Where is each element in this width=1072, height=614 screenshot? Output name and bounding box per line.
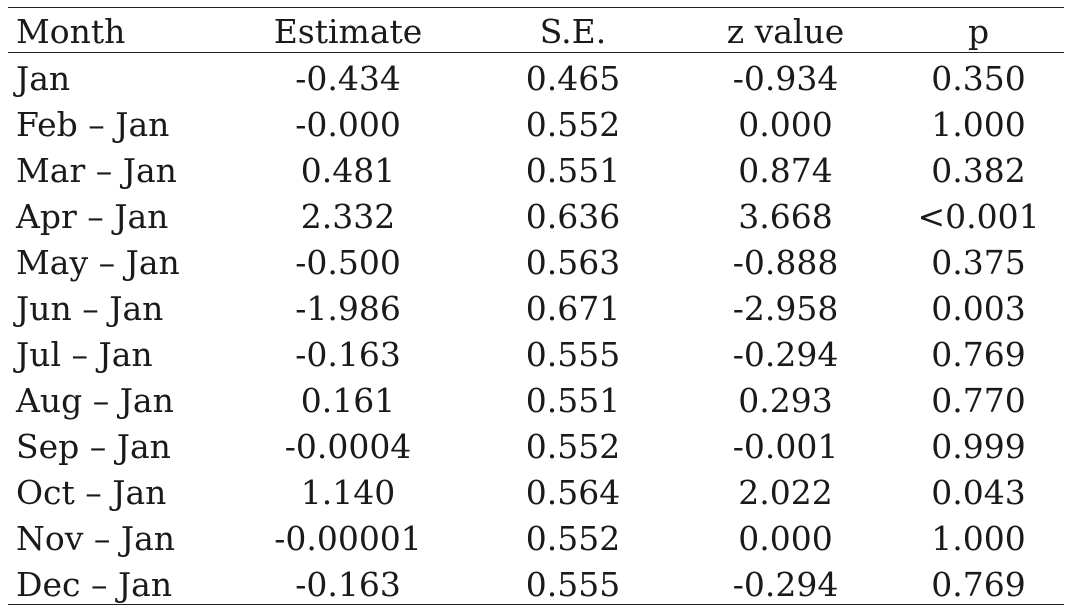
cell-estimate: -0.163 xyxy=(295,335,401,374)
table-top-rule xyxy=(8,7,1064,8)
cell-month: Dec – Jan xyxy=(16,565,173,604)
cell-se: 0.563 xyxy=(525,243,621,282)
cell-se: 0.465 xyxy=(525,59,621,98)
cell-p: 0.769 xyxy=(931,565,1026,604)
cell-z-value: 0.000 xyxy=(738,105,833,144)
header-z-value: z value xyxy=(726,12,845,51)
cell-month: May – Jan xyxy=(16,243,180,282)
cell-z-value: 0.874 xyxy=(738,151,833,190)
cell-z-value: -0.294 xyxy=(732,335,839,374)
cell-se: 0.552 xyxy=(525,427,621,466)
cell-z-value: -2.958 xyxy=(732,289,839,328)
table-row: Oct – Jan 1.140 0.564 2.022 0.043 xyxy=(8,470,1064,516)
cell-se: 0.564 xyxy=(525,473,621,512)
table-row: Sep – Jan -0.0004 0.552 -0.001 0.999 xyxy=(8,424,1064,470)
table-body: Jan -0.434 0.465 -0.934 0.350 Feb – Jan -0.000… xyxy=(8,56,1064,608)
cell-z-value: -0.934 xyxy=(732,59,839,98)
header-month: Month xyxy=(16,12,126,51)
cell-month: Jun – Jan xyxy=(16,289,164,328)
cell-se: 0.636 xyxy=(525,197,621,236)
cell-estimate: -1.986 xyxy=(295,289,401,328)
cell-estimate: 2.332 xyxy=(300,197,396,236)
table-row: Jul – Jan -0.163 0.555 -0.294 0.769 xyxy=(8,332,1064,378)
table-row: Apr – Jan 2.332 0.636 3.668 <0.001 xyxy=(8,194,1064,240)
cell-z-value: -0.888 xyxy=(732,243,839,282)
cell-z-value: -0.294 xyxy=(732,565,839,604)
table-row: May – Jan -0.500 0.563 -0.888 0.375 xyxy=(8,240,1064,286)
cell-se: 0.671 xyxy=(525,289,621,328)
cell-month: Apr – Jan xyxy=(16,197,169,236)
cell-month: Jan xyxy=(16,59,71,98)
cell-estimate: -0.434 xyxy=(295,59,401,98)
cell-p: <0.001 xyxy=(917,197,1040,236)
cell-p: 0.043 xyxy=(931,473,1026,512)
cell-estimate: 0.161 xyxy=(300,381,396,420)
cell-month: Sep – Jan xyxy=(16,427,171,466)
cell-p: 1.000 xyxy=(931,105,1026,144)
table-row: Aug – Jan 0.161 0.551 0.293 0.770 xyxy=(8,378,1064,424)
cell-month: Aug – Jan xyxy=(16,381,174,420)
table-row: Jan -0.434 0.465 -0.934 0.350 xyxy=(8,56,1064,102)
cell-z-value: 0.293 xyxy=(738,381,833,420)
cell-se: 0.552 xyxy=(525,519,621,558)
cell-se: 0.551 xyxy=(525,381,621,420)
table-header: Month Estimate S.E. z value p xyxy=(8,8,1064,56)
table-row: Jun – Jan -1.986 0.671 -2.958 0.003 xyxy=(8,286,1064,332)
cell-month: Nov – Jan xyxy=(16,519,176,558)
cell-month: Jul – Jan xyxy=(16,335,153,374)
table-row: Dec – Jan -0.163 0.555 -0.294 0.769 xyxy=(8,562,1064,608)
cell-month: Oct – Jan xyxy=(16,473,167,512)
cell-p: 0.999 xyxy=(931,427,1026,466)
cell-month: Feb – Jan xyxy=(16,105,170,144)
table-row: Mar – Jan 0.481 0.551 0.874 0.382 xyxy=(8,148,1064,194)
cell-z-value: 3.668 xyxy=(738,197,833,236)
cell-p: 1.000 xyxy=(931,519,1026,558)
table-header-rule xyxy=(8,52,1064,53)
header-row: Month Estimate S.E. z value p xyxy=(8,8,1064,56)
cell-p: 0.350 xyxy=(931,59,1026,98)
results-table: Month Estimate S.E. z value p Jan -0.434 0… xyxy=(8,8,1064,608)
header-estimate: Estimate xyxy=(273,12,423,51)
cell-estimate: -0.500 xyxy=(295,243,401,282)
cell-se: 0.555 xyxy=(525,335,621,374)
cell-estimate: 1.140 xyxy=(300,473,396,512)
cell-estimate: -0.163 xyxy=(295,565,401,604)
cell-p: 0.382 xyxy=(931,151,1026,190)
cell-z-value: 0.000 xyxy=(738,519,833,558)
cell-se: 0.555 xyxy=(525,565,621,604)
table-row: Nov – Jan -0.00001 0.552 0.000 1.000 xyxy=(8,516,1064,562)
cell-se: 0.551 xyxy=(525,151,621,190)
header-p: p xyxy=(967,12,990,51)
cell-estimate: -0.000 xyxy=(295,105,401,144)
cell-p: 0.003 xyxy=(931,289,1026,328)
cell-se: 0.552 xyxy=(525,105,621,144)
cell-p: 0.769 xyxy=(931,335,1026,374)
cell-z-value: 2.022 xyxy=(738,473,833,512)
table-bottom-rule xyxy=(8,604,1064,605)
cell-estimate: -0.00001 xyxy=(274,519,422,558)
cell-estimate: -0.0004 xyxy=(284,427,412,466)
cell-z-value: -0.001 xyxy=(732,427,839,466)
cell-p: 0.770 xyxy=(931,381,1026,420)
header-se: S.E. xyxy=(539,12,607,51)
cell-month: Mar – Jan xyxy=(16,151,177,190)
cell-p: 0.375 xyxy=(931,243,1026,282)
table-row: Feb – Jan -0.000 0.552 0.000 1.000 xyxy=(8,102,1064,148)
cell-estimate: 0.481 xyxy=(300,151,396,190)
